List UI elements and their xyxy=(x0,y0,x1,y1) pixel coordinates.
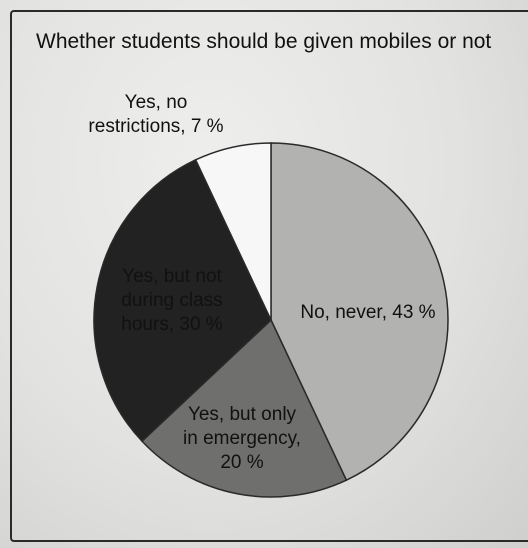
pie-slice-4 xyxy=(194,142,272,321)
pie-slice-1 xyxy=(270,142,449,482)
pie-labels: No, never, 43 % Yes, but only in emergency… xyxy=(88,92,435,473)
slice-label-2: Yes, but only in emergency, 20 % xyxy=(183,404,301,473)
chart-title: Whether students should be given mobiles… xyxy=(36,30,492,53)
pie-slice-3 xyxy=(93,158,272,443)
pie-slice-2 xyxy=(140,318,348,498)
slice-label-1: No, never, 43 % xyxy=(300,302,435,323)
slice-label-3: Yes, but not during class hours, 30 % xyxy=(121,266,222,335)
chart-frame xyxy=(10,10,528,542)
pie-slices xyxy=(93,142,449,498)
slice-label-4: Yes, no restrictions, 7 % xyxy=(88,92,223,137)
